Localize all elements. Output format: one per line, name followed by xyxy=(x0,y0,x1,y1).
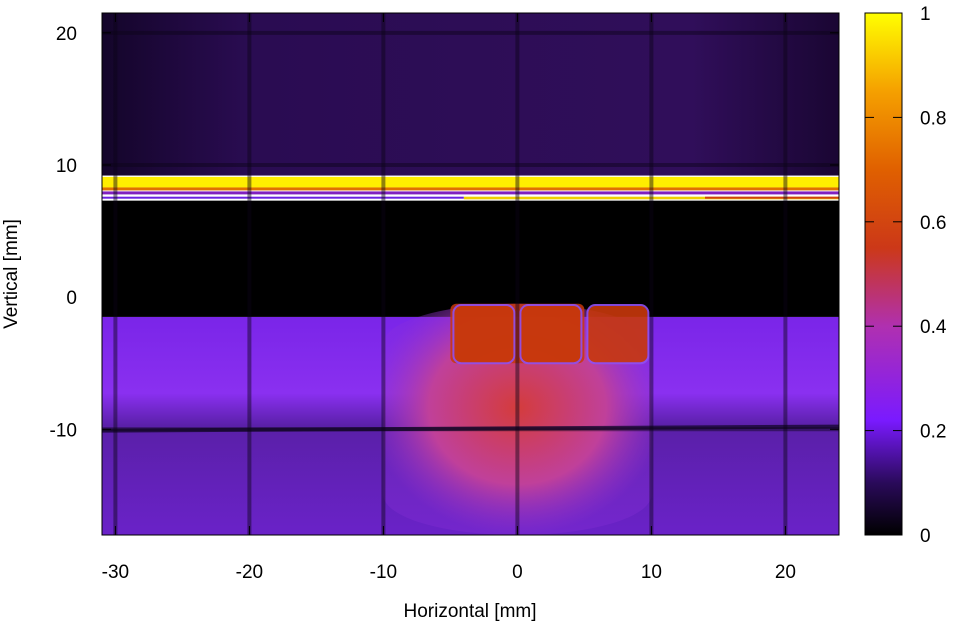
y-axis-title: Vertical [mm] xyxy=(1,219,22,329)
x-tick-label: -30 xyxy=(102,562,129,583)
y-tick-label: 0 xyxy=(66,288,77,309)
x-tick-label: 10 xyxy=(641,562,662,583)
x-axis-title: Horizontal [mm] xyxy=(403,601,536,622)
colorbar-tick-label: 0.6 xyxy=(920,213,946,234)
colorbar-tick-label: 0.2 xyxy=(920,422,946,443)
region-dark-gap xyxy=(102,200,839,317)
detector-grid-shadows xyxy=(102,13,839,535)
region-bright-horizontal-stripe xyxy=(102,176,839,188)
colorbar-tick-label: 0 xyxy=(920,526,931,547)
x-tick-label: 20 xyxy=(775,562,796,583)
region-central-spot xyxy=(383,303,652,535)
core-lobe xyxy=(586,304,650,365)
plot-frame xyxy=(101,12,840,536)
region-thin-line xyxy=(463,196,839,200)
colorbar-tick-label: 0.4 xyxy=(920,317,947,338)
heatmap-image xyxy=(102,13,839,535)
x-tick-label: 0 xyxy=(512,562,523,583)
region-upper-background xyxy=(102,13,839,176)
thin-line-right xyxy=(705,196,839,199)
colorbar-ticks: 0 0.2 0.4 0.6 0.8 1 xyxy=(865,4,947,547)
plot-area xyxy=(102,13,839,535)
thin-line-left xyxy=(102,196,464,199)
core-lobe xyxy=(519,304,583,365)
y-axis: -10 0 10 20 xyxy=(50,24,839,441)
stripe-purple-band xyxy=(102,191,839,195)
stripe-orange-band xyxy=(102,187,839,191)
y-tick-label: 10 xyxy=(56,156,77,177)
colorbar-gradient xyxy=(864,12,903,536)
y-tick-label: -10 xyxy=(50,420,77,441)
x-tick-label: -10 xyxy=(370,562,397,583)
core-lobe xyxy=(452,304,516,365)
y-tick-label: 20 xyxy=(56,24,77,45)
x-axis: -30 -20 -10 0 10 20 xyxy=(102,13,796,583)
colorbar-tick-label: 0.8 xyxy=(920,108,946,129)
colorbar: 0 0.2 0.4 0.6 0.8 1 xyxy=(864,4,947,547)
shadow-line xyxy=(102,424,839,433)
x-tick-label: -20 xyxy=(236,562,263,583)
colorbar-tick-label: 1 xyxy=(920,4,931,25)
